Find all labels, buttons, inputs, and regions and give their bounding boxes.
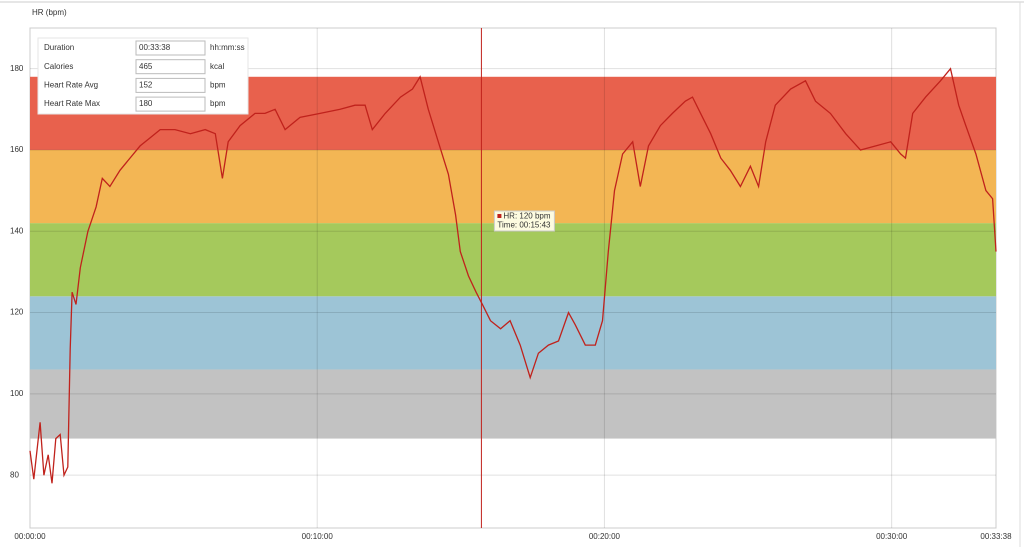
y-tick-label: 140 (10, 226, 24, 235)
y-tick-label: 160 (10, 145, 24, 154)
summary-value: 152 (139, 81, 153, 90)
chart-title: HR (bpm) (32, 8, 67, 17)
y-tick-label: 180 (10, 64, 24, 73)
summary-label: Heart Rate Max (44, 99, 100, 108)
hr-zone (30, 223, 996, 297)
y-tick-label: 120 (10, 308, 24, 317)
x-tick-label: 00:30:00 (876, 532, 908, 541)
hr-zone (30, 296, 996, 370)
summary-value: 00:33:38 (139, 43, 171, 52)
hr-zone (30, 369, 996, 439)
summary-label: Heart Rate Avg (44, 81, 98, 90)
tooltip-time: Time: 00:15:43 (497, 221, 551, 230)
summary-field (135, 59, 206, 75)
hr-line (29, 67, 997, 484)
summary-value: 465 (139, 62, 153, 71)
x-tick-label: 00:33:38 (980, 532, 1012, 541)
tooltip-swatch (497, 214, 502, 218)
summary-value: 180 (139, 99, 153, 108)
summary-unit: bpm (210, 99, 226, 108)
tooltip-hr: HR: 120 bpm (503, 212, 550, 221)
x-tick-label: 00:20:00 (589, 532, 621, 541)
summary-unit: bpm (210, 81, 226, 90)
summary-unit: kcal (210, 62, 224, 71)
y-tick-label: 100 (10, 389, 24, 398)
y-tick-label: 80 (10, 470, 19, 479)
summary-field (135, 77, 206, 93)
tooltip-box (493, 210, 555, 232)
summary-field (135, 40, 206, 56)
summary-field (135, 96, 206, 112)
x-tick-label: 00:10:00 (302, 532, 334, 541)
x-tick-label: 00:00:00 (14, 532, 46, 541)
summary-label: Calories (44, 62, 73, 71)
summary-label: Duration (44, 43, 74, 52)
summary-unit: hh:mm:ss (210, 43, 245, 52)
